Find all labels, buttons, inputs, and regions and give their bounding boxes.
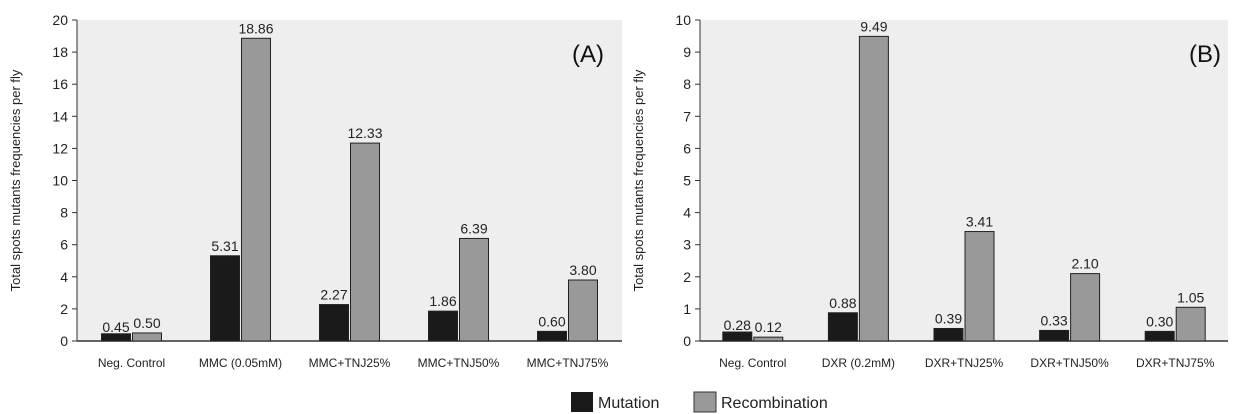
bar-mutation	[210, 255, 240, 342]
data-label: 0.28	[724, 317, 751, 333]
legend: Mutation Recombination	[571, 391, 828, 413]
data-label: 0.88	[829, 295, 856, 311]
category-label: DXR (0.2mM)	[822, 356, 895, 370]
bar-recombination	[753, 336, 784, 342]
panel-label: (B)	[1189, 41, 1221, 68]
y-tick-label: 8	[683, 76, 691, 92]
y-tick-label: 2	[60, 301, 68, 317]
data-label: 3.41	[966, 214, 993, 230]
category-label: DXR+TNJ75%	[1136, 356, 1215, 370]
data-label: 2.10	[1071, 256, 1098, 272]
bar-recombination	[459, 237, 489, 342]
bar-mutation	[537, 330, 567, 342]
data-label: 0.39	[935, 310, 962, 326]
category-label: MMC+TNJ75%	[527, 356, 609, 370]
bar-recombination	[1175, 306, 1206, 342]
bar-mutation	[319, 304, 349, 342]
data-label: 12.33	[347, 125, 382, 141]
data-label: 3.80	[569, 262, 596, 278]
y-tick-label: 0	[683, 333, 691, 349]
category-label: DXR+TNJ25%	[925, 356, 1004, 370]
data-label: 5.31	[211, 238, 238, 254]
category-label: Neg. Control	[98, 356, 165, 370]
bar-mutation	[428, 310, 458, 342]
legend-label-recombination: Recombination	[721, 395, 828, 412]
plot-area	[77, 20, 622, 341]
bar-mutation	[933, 327, 964, 342]
y-tick-label: 16	[52, 76, 68, 92]
chart-b: 0 1 2 3 4 5 6 7 8 9 10 Total spots mutants frequenc…	[631, 12, 1228, 370]
bar-recombination	[1070, 273, 1101, 342]
y-axis-label: Total spots mutants frequencies per fly	[631, 69, 646, 291]
category-label: MMC (0.05mM)	[199, 356, 282, 370]
y-tick-label: 10	[675, 12, 691, 28]
y-tick-label: 6	[683, 140, 691, 156]
data-label: 2.27	[320, 287, 347, 303]
category-label: DXR+TNJ50%	[1030, 356, 1109, 370]
y-tick-label: 3	[683, 237, 691, 253]
y-tick-label: 10	[52, 173, 68, 189]
y-tick-label: 8	[60, 205, 68, 221]
y-tick-label: 12	[52, 140, 68, 156]
bar-recombination	[568, 279, 598, 342]
y-tick-label: 0	[60, 333, 68, 349]
bar-recombination	[350, 142, 380, 342]
data-label: 6.39	[460, 220, 487, 236]
y-tick-label: 6	[60, 237, 68, 253]
data-label: 9.49	[860, 18, 887, 34]
bar-mutation	[827, 312, 858, 342]
bar-recombination	[132, 332, 162, 342]
bar-recombination	[241, 37, 271, 342]
y-tick-label: 18	[52, 44, 68, 60]
y-tick-label: 9	[683, 44, 691, 60]
bar-recombination	[964, 231, 995, 342]
data-label: 0.60	[538, 313, 565, 329]
y-tick-label: 5	[683, 173, 691, 189]
category-label: MMC+TNJ50%	[418, 356, 500, 370]
category-label: MMC+TNJ25%	[309, 356, 391, 370]
data-label: 0.45	[102, 319, 129, 335]
y-axis-label: Total spots mutants frequencies per fly	[8, 69, 23, 291]
data-label: 0.50	[133, 315, 160, 331]
bar-mutation	[1144, 330, 1175, 342]
chart-a: 0 2 4 6 8 10 12 14 16 18 20 Total spots mutants fre…	[8, 12, 622, 370]
bar-recombination	[858, 35, 889, 342]
bar-mutation	[101, 333, 131, 342]
legend-swatch-recombination	[693, 391, 717, 413]
data-label: 1.05	[1177, 289, 1204, 305]
legend-swatch-mutation	[571, 392, 593, 412]
plot-area	[700, 20, 1228, 341]
y-tick-label: 7	[683, 108, 691, 124]
data-label: 1.86	[429, 293, 456, 309]
data-label: 0.30	[1146, 313, 1173, 329]
data-label: 0.12	[755, 319, 782, 335]
y-tick-label: 4	[683, 205, 691, 221]
legend-label-mutation: Mutation	[598, 395, 659, 412]
data-label: 0.33	[1040, 312, 1067, 328]
y-tick-label: 4	[60, 269, 68, 285]
panel-label: (A)	[572, 41, 604, 68]
y-tick-label: 14	[52, 108, 68, 124]
bar-mutation	[1039, 329, 1070, 342]
bar-mutation	[722, 331, 753, 342]
y-tick-label: 20	[52, 12, 68, 28]
category-label: Neg. Control	[719, 356, 786, 370]
y-tick-label: 2	[683, 269, 691, 285]
data-label: 18.86	[238, 20, 273, 36]
y-tick-label: 1	[683, 301, 691, 317]
